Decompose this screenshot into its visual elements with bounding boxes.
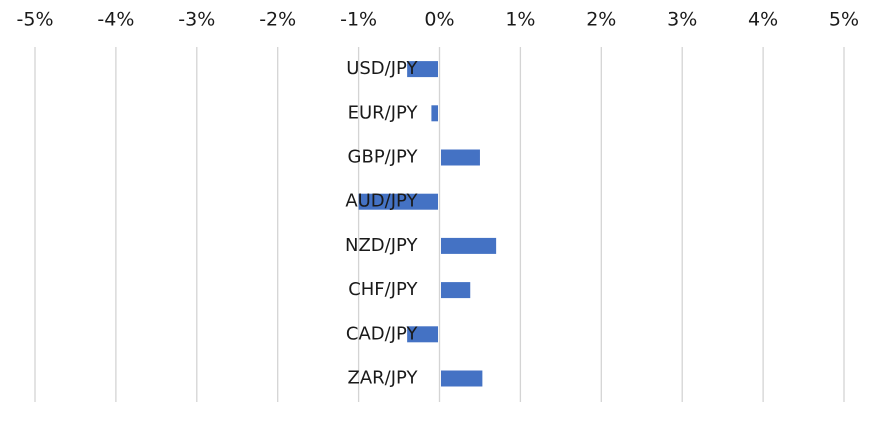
category-label: CHF/JPY	[348, 279, 418, 300]
bar	[407, 61, 438, 78]
x-tick-label: 4%	[748, 9, 778, 31]
x-tick-label: 3%	[667, 9, 697, 31]
category-label: AUD/JPY	[345, 191, 418, 212]
bar	[441, 282, 471, 299]
category-label: ZAR/JPY	[348, 368, 419, 389]
bar	[441, 370, 483, 387]
bar	[441, 149, 480, 166]
x-tick-label: 2%	[586, 9, 616, 31]
category-label: CAD/JPY	[346, 323, 419, 344]
category-label: GBP/JPY	[348, 147, 419, 168]
x-tick-label: -5%	[17, 9, 54, 31]
x-tick-label: -1%	[340, 9, 377, 31]
bar	[407, 326, 438, 343]
x-tick-label: -4%	[97, 9, 134, 31]
x-tick-label: 5%	[829, 9, 859, 31]
x-tick-label: -3%	[178, 9, 215, 31]
x-tick-label: -2%	[259, 9, 296, 31]
category-label: EUR/JPY	[348, 102, 419, 123]
bar	[431, 105, 438, 122]
category-label: USD/JPY	[346, 58, 418, 79]
x-tick-label: 0%	[424, 9, 454, 31]
category-labels: USD/JPY EUR/JPY GBP/JPY AUD/JPY NZD/JPY CHF/J…	[345, 58, 418, 388]
bars	[358, 61, 497, 387]
x-axis-tick-labels: -5% -4% -3% -2% -1% 0% 1% 2% 3% 4% 5%	[17, 9, 860, 31]
gridlines	[34, 47, 845, 402]
category-label: NZD/JPY	[345, 235, 418, 256]
bar	[358, 193, 438, 210]
bar	[441, 237, 497, 254]
x-tick-label: 1%	[505, 9, 535, 31]
